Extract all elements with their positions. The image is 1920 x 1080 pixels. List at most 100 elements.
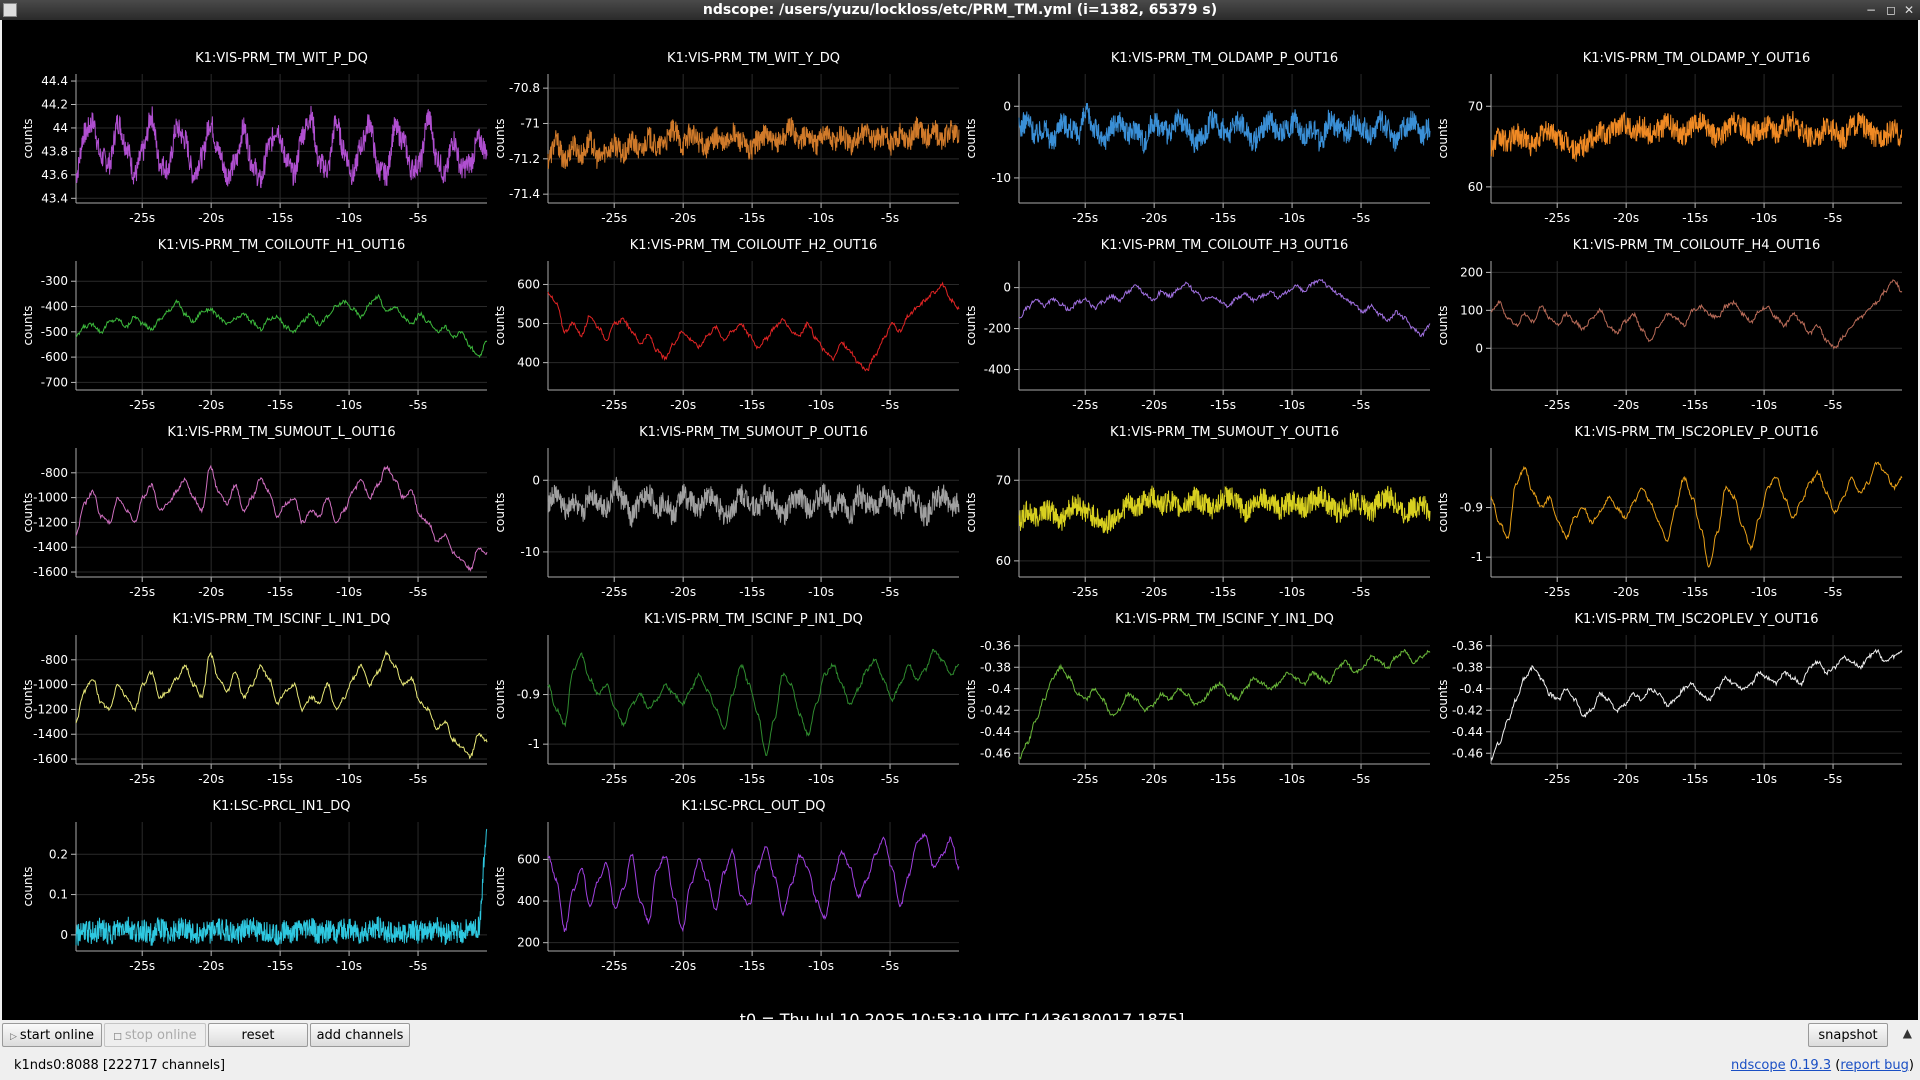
x-tick-label: -10s: [1751, 772, 1777, 786]
x-tick-label: -20s: [198, 772, 224, 786]
trace-line: [547, 648, 960, 756]
x-tick-label: -5s: [1352, 398, 1370, 412]
y-tick-label: -1400: [33, 540, 68, 554]
x-tick-label: -20s: [198, 398, 224, 412]
y-axis-label: counts: [1436, 118, 1450, 158]
maximize-icon[interactable]: ◻: [1886, 3, 1896, 17]
plot-title: K1:LSC-PRCL_IN1_DQ: [212, 799, 350, 814]
x-tick-label: -10s: [336, 398, 362, 412]
snapshot-button[interactable]: snapshot: [1808, 1023, 1888, 1047]
y-tick-label: -71.4: [509, 187, 540, 201]
x-tick-label: -5s: [881, 398, 899, 412]
add-channels-button[interactable]: add channels: [310, 1023, 410, 1047]
x-tick-label: -15s: [1682, 585, 1708, 599]
y-tick-label: -1000: [33, 491, 68, 505]
y-axis-label: counts: [493, 118, 507, 158]
y-tick-label: -70.8: [509, 81, 540, 95]
window-title: ndscope: /users/yuzu/lockloss/etc/PRM_TM…: [702, 2, 1218, 18]
minimize-icon[interactable]: −: [1865, 3, 1876, 17]
x-tick-label: -20s: [198, 959, 224, 973]
plot-title: K1:VIS-PRM_TM_COILOUTF_H2_OUT16: [630, 238, 877, 253]
plot-canvas: K1:VIS-PRM_TM_WIT_P_DQ counts -25s -20s -15s…: [2, 20, 1918, 1029]
y-tick-label: 43.4: [41, 191, 68, 205]
y-axis-label: counts: [493, 305, 507, 345]
version-info: ndscope 0.19.3 (report bug): [1730, 1058, 1914, 1073]
y-tick-label: -0.38: [980, 660, 1011, 674]
x-tick-label: -20s: [670, 211, 696, 225]
y-tick-label: 60: [1468, 180, 1483, 194]
reset-button[interactable]: reset: [208, 1023, 308, 1047]
x-tick-label: -5s: [881, 211, 899, 225]
close-icon[interactable]: ✕: [1903, 3, 1914, 17]
stop-icon: □: [113, 1031, 122, 1042]
ndscope-link[interactable]: ndscope: [1730, 1058, 1786, 1073]
y-tick-label: -1000: [33, 678, 68, 692]
x-tick-label: -25s: [129, 585, 155, 599]
y-tick-label: -1: [528, 737, 540, 751]
y-tick-label: -0.46: [1452, 746, 1483, 760]
version-link[interactable]: 0.19.3: [1789, 1058, 1832, 1073]
x-tick-label: -25s: [1072, 398, 1098, 412]
x-tick-label: -25s: [1072, 211, 1098, 225]
report-bug-link[interactable]: report bug: [1840, 1058, 1909, 1073]
plot-title: K1:VIS-PRM_TM_SUMOUT_P_OUT16: [639, 425, 868, 440]
x-tick-label: -25s: [129, 959, 155, 973]
x-tick-label: -15s: [267, 211, 293, 225]
trace-line: [1018, 485, 1431, 534]
x-tick-label: -25s: [129, 772, 155, 786]
x-tick-label: -10s: [808, 772, 834, 786]
x-tick-label: -10s: [808, 585, 834, 599]
stop-online-button[interactable]: □ stop online: [104, 1023, 206, 1047]
y-tick-label: -0.4: [1460, 682, 1483, 696]
x-tick-label: -10s: [1279, 211, 1305, 225]
y-axis-label: counts: [1436, 492, 1450, 532]
start-online-label: start online: [19, 1027, 94, 1043]
y-tick-label: 200: [1460, 265, 1483, 279]
y-tick-label: 0.1: [49, 888, 68, 902]
y-tick-label: 43.8: [41, 144, 68, 158]
x-tick-label: -25s: [129, 398, 155, 412]
y-axis-label: counts: [1436, 305, 1450, 345]
x-tick-label: -10s: [1751, 398, 1777, 412]
x-tick-label: -15s: [267, 959, 293, 973]
x-tick-label: -25s: [601, 211, 627, 225]
x-tick-label: -25s: [601, 772, 627, 786]
collapse-up-icon[interactable]: ▲: [1902, 1026, 1912, 1040]
y-axis-label: counts: [964, 492, 978, 532]
x-tick-label: -15s: [739, 585, 765, 599]
y-tick-label: -400: [984, 363, 1011, 377]
start-online-button[interactable]: ▷ start online: [2, 1023, 102, 1047]
y-tick-label: 100: [1460, 303, 1483, 317]
x-tick-label: -10s: [336, 585, 362, 599]
x-tick-label: -15s: [739, 772, 765, 786]
x-tick-label: -15s: [1682, 772, 1708, 786]
x-tick-label: -20s: [1613, 772, 1639, 786]
y-tick-label: 600: [517, 277, 540, 291]
x-tick-label: -5s: [1824, 211, 1842, 225]
y-tick-label: -0.44: [1452, 725, 1483, 739]
y-tick-label: -1200: [33, 702, 68, 716]
y-tick-label: -1600: [33, 565, 68, 579]
x-tick-label: -25s: [1072, 772, 1098, 786]
y-tick-label: -0.9: [517, 688, 540, 702]
x-tick-label: -25s: [601, 585, 627, 599]
x-tick-label: -25s: [1544, 772, 1570, 786]
